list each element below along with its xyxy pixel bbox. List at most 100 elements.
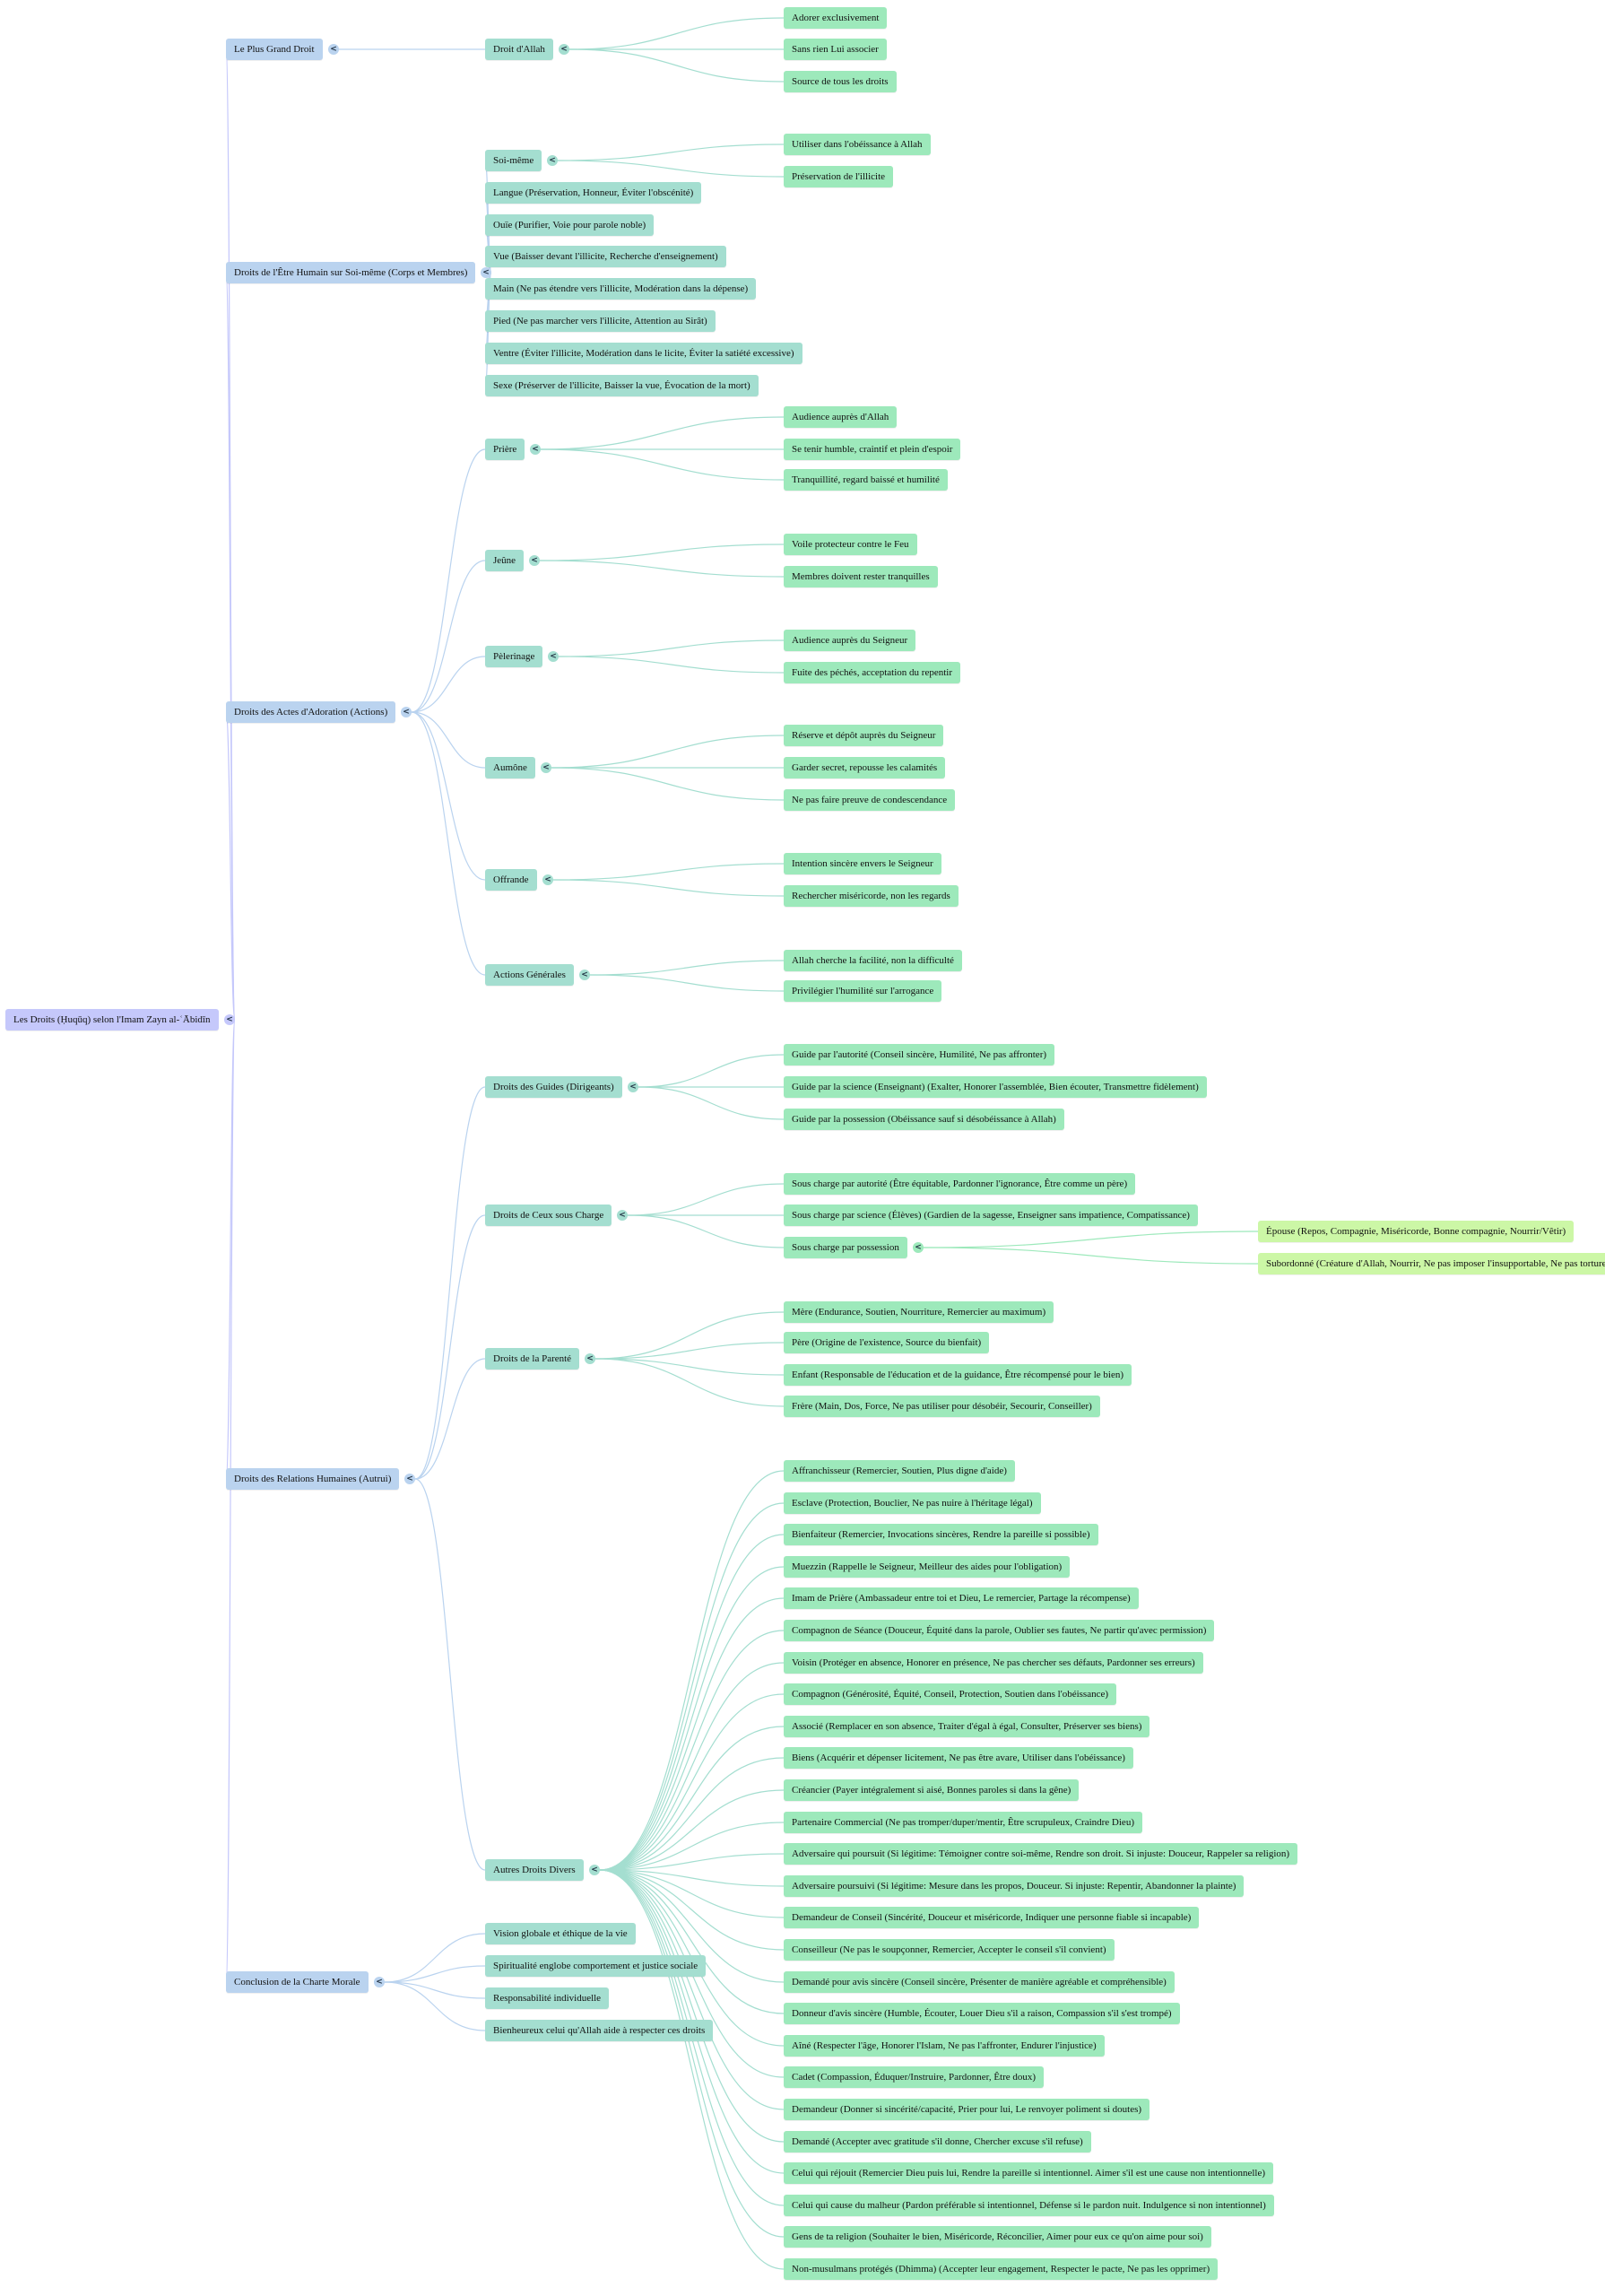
node-vue-baisser-devant-l-illicite-recherche-[interactable]: Vue (Baisser devant l'illicite, Recherch… xyxy=(485,246,726,267)
node-sexe-preserver-de-l-illicite-baisser-la-[interactable]: Sexe (Préserver de l'illicite, Baisser l… xyxy=(485,375,759,396)
node-allah-cherche-la-facilite-non-la-difficu[interactable]: Allah cherche la facilité, non la diffic… xyxy=(784,950,962,971)
node-utiliser-dans-l-obeissance-a-allah[interactable]: Utiliser dans l'obéissance à Allah xyxy=(784,134,931,155)
node-conclusion-de-la-charte-morale[interactable]: Conclusion de la Charte Morale xyxy=(226,1971,369,1993)
node-autres-droits-divers[interactable]: Autres Droits Divers xyxy=(485,1859,584,1881)
node-donneur-d-avis-sincere-humble-ecouter-lo[interactable]: Donneur d'avis sincère (Humble, Écouter,… xyxy=(784,2003,1180,2024)
collapse-toggle-chevron-left-icon[interactable]: < xyxy=(585,1353,595,1364)
node-sous-charge-par-autorite-etre-equitable-[interactable]: Sous charge par autorité (Être équitable… xyxy=(784,1173,1136,1195)
node-conseilleur-ne-pas-le-soupconner-remerci[interactable]: Conseilleur (Ne pas le soupçonner, Remer… xyxy=(784,1939,1115,1961)
node-epouse-repos-compagnie-misericorde-bonne[interactable]: Épouse (Repos, Compagnie, Miséricorde, B… xyxy=(1258,1221,1575,1242)
collapse-toggle-chevron-left-icon[interactable]: < xyxy=(224,1014,235,1025)
node-voile-protecteur-contre-le-feu[interactable]: Voile protecteur contre le Feu xyxy=(784,534,917,555)
node-muezzin-rappelle-le-seigneur-meilleur-de[interactable]: Muezzin (Rappelle le Seigneur, Meilleur … xyxy=(784,1556,1071,1578)
collapse-toggle-chevron-left-icon[interactable]: < xyxy=(548,651,559,662)
node-preservation-de-l-illicite[interactable]: Préservation de l'illicite xyxy=(784,166,894,187)
collapse-toggle-chevron-left-icon[interactable]: < xyxy=(579,970,590,980)
collapse-toggle-chevron-left-icon[interactable]: < xyxy=(542,874,553,885)
node-responsabilite-individuelle[interactable]: Responsabilité individuelle xyxy=(485,1987,610,2009)
collapse-toggle-chevron-left-icon[interactable]: < xyxy=(913,1242,924,1253)
collapse-toggle-chevron-left-icon[interactable]: < xyxy=(529,555,540,566)
node-fuite-des-peches-acceptation-du-repentir[interactable]: Fuite des péchés, acceptation du repenti… xyxy=(784,662,960,683)
node-subordonne-creature-d-allah-nourrir-ne-p[interactable]: Subordonné (Créature d'Allah, Nourrir, N… xyxy=(1258,1253,1605,1274)
node-droits-des-guides-dirigeants[interactable]: Droits des Guides (Dirigeants) xyxy=(485,1076,622,1098)
node-compagnon-de-seance-douceur-equite-dans-[interactable]: Compagnon de Séance (Douceur, Équité dan… xyxy=(784,1620,1215,1641)
node-celui-qui-cause-du-malheur-pardon-prefer[interactable]: Celui qui cause du malheur (Pardon préfé… xyxy=(784,2195,1274,2216)
node-non-musulmans-proteges-dhimma-accepter-l[interactable]: Non-musulmans protégés (Dhimma) (Accepte… xyxy=(784,2258,1219,2280)
root-node[interactable]: Les Droits (Ḥuqūq) selon l'Imam Zayn al-… xyxy=(5,1009,219,1031)
collapse-toggle-chevron-left-icon[interactable]: < xyxy=(481,267,491,278)
node-demande-pour-avis-sincere-conseil-sincer[interactable]: Demandé pour avis sincère (Conseil sincè… xyxy=(784,1971,1175,1993)
node-voisin-proteger-en-absence-honorer-en-pr[interactable]: Voisin (Protéger en absence, Honorer en … xyxy=(784,1652,1203,1674)
node-demandeur-de-conseil-sincerite-douceur-e[interactable]: Demandeur de Conseil (Sincérité, Douceur… xyxy=(784,1907,1200,1928)
node-sans-rien-lui-associer[interactable]: Sans rien Lui associer xyxy=(784,39,887,60)
node-adversaire-poursuivi-si-legitime-mesure-[interactable]: Adversaire poursuivi (Si légitime: Mesur… xyxy=(784,1875,1245,1897)
node-esclave-protection-bouclier-ne-pas-nuire[interactable]: Esclave (Protection, Bouclier, Ne pas nu… xyxy=(784,1492,1041,1514)
node-enfant-responsable-de-l-education-et-de-[interactable]: Enfant (Responsable de l'éducation et de… xyxy=(784,1364,1132,1386)
node-droits-de-l-etre-humain-sur-soi-meme-cor[interactable]: Droits de l'Être Humain sur Soi-même (Co… xyxy=(226,262,476,283)
node-rechercher-misericorde-non-les-regards[interactable]: Rechercher miséricorde, non les regards xyxy=(784,885,959,907)
node-droit-d-allah[interactable]: Droit d'Allah xyxy=(485,39,553,60)
collapse-toggle-chevron-left-icon[interactable]: < xyxy=(404,1474,415,1484)
node-droits-des-actes-d-adoration-actions[interactable]: Droits des Actes d'Adoration (Actions) xyxy=(226,701,396,723)
node-membres-doivent-rester-tranquilles[interactable]: Membres doivent rester tranquilles xyxy=(784,566,938,587)
node-reserve-et-depot-aupres-du-seigneur[interactable]: Réserve et dépôt auprès du Seigneur xyxy=(784,725,944,746)
collapse-toggle-chevron-left-icon[interactable]: < xyxy=(547,155,558,166)
node-imam-de-priere-ambassadeur-entre-toi-et-[interactable]: Imam de Prière (Ambassadeur entre toi et… xyxy=(784,1587,1139,1609)
node-bienfaiteur-remercier-invocations-sincer[interactable]: Bienfaiteur (Remercier, Invocations sinc… xyxy=(784,1524,1098,1545)
collapse-toggle-chevron-left-icon[interactable]: < xyxy=(589,1865,600,1875)
node-guide-par-l-autorite-conseil-sincere-hum[interactable]: Guide par l'autorité (Conseil sincère, H… xyxy=(784,1044,1055,1065)
node-soi-meme[interactable]: Soi-même xyxy=(485,150,542,171)
collapse-toggle-chevron-left-icon[interactable]: < xyxy=(559,44,569,55)
node-pied-ne-pas-marcher-vers-l-illicite-atte[interactable]: Pied (Ne pas marcher vers l'illicite, At… xyxy=(485,310,716,332)
node-guide-par-la-possession-obeissance-sauf-[interactable]: Guide par la possession (Obéissance sauf… xyxy=(784,1109,1064,1130)
node-vision-globale-et-ethique-de-la-vie[interactable]: Vision globale et éthique de la vie xyxy=(485,1923,636,1944)
node-audience-aupres-du-seigneur[interactable]: Audience auprès du Seigneur xyxy=(784,630,916,651)
node-adorer-exclusivement[interactable]: Adorer exclusivement xyxy=(784,7,888,29)
node-gens-de-ta-religion-souhaiter-le-bien-mi[interactable]: Gens de ta religion (Souhaiter le bien, … xyxy=(784,2226,1211,2248)
node-biens-acquerir-et-depenser-licitement-ne[interactable]: Biens (Acquérir et dépenser licitement, … xyxy=(784,1747,1133,1769)
node-spiritualite-englobe-comportement-et-jus[interactable]: Spiritualité englobe comportement et jus… xyxy=(485,1955,707,1977)
node-partenaire-commercial-ne-pas-tromper-dup[interactable]: Partenaire Commercial (Ne pas tromper/du… xyxy=(784,1812,1142,1833)
node-priere[interactable]: Prière xyxy=(485,439,525,460)
node-frere-main-dos-force-ne-pas-utiliser-pou[interactable]: Frère (Main, Dos, Force, Ne pas utiliser… xyxy=(784,1396,1100,1417)
node-bienheureux-celui-qu-allah-aide-a-respec[interactable]: Bienheureux celui qu'Allah aide à respec… xyxy=(485,2020,714,2041)
node-sous-charge-par-possession[interactable]: Sous charge par possession xyxy=(784,1237,907,1258)
node-ne-pas-faire-preuve-de-condescendance[interactable]: Ne pas faire preuve de condescendance xyxy=(784,789,956,811)
node-cadet-compassion-eduquer-instruire-pardo[interactable]: Cadet (Compassion, Éduquer/Instruire, Pa… xyxy=(784,2066,1045,2088)
node-tranquillite-regard-baisse-et-humilite[interactable]: Tranquillité, regard baissé et humilité xyxy=(784,469,948,491)
node-droits-de-ceux-sous-charge[interactable]: Droits de Ceux sous Charge xyxy=(485,1205,612,1226)
node-creancier-payer-integralement-si-aise-bo[interactable]: Créancier (Payer intégralement si aisé, … xyxy=(784,1779,1080,1801)
node-guide-par-la-science-enseignant-exalter-[interactable]: Guide par la science (Enseignant) (Exalt… xyxy=(784,1076,1207,1098)
node-droits-de-la-parente[interactable]: Droits de la Parenté xyxy=(485,1348,580,1370)
node-garder-secret-repousse-les-calamites[interactable]: Garder secret, repousse les calamités xyxy=(784,757,946,778)
node-sous-charge-par-science-eleves-gardien-d[interactable]: Sous charge par science (Élèves) (Gardie… xyxy=(784,1205,1198,1226)
collapse-toggle-chevron-left-icon[interactable]: < xyxy=(628,1082,638,1092)
node-droits-des-relations-humaines-autrui[interactable]: Droits des Relations Humaines (Autrui) xyxy=(226,1468,400,1490)
node-celui-qui-rejouit-remercier-dieu-puis-lu[interactable]: Celui qui réjouit (Remercier Dieu puis l… xyxy=(784,2162,1274,2184)
node-demandeur-donner-si-sincerite-capacite-p[interactable]: Demandeur (Donner si sincérité/capacité,… xyxy=(784,2099,1150,2120)
node-aumone[interactable]: Aumône xyxy=(485,757,535,778)
node-ouie-purifier-voie-pour-parole-noble[interactable]: Ouïe (Purifier, Voie pour parole noble) xyxy=(485,214,655,236)
node-demande-accepter-avec-gratitude-s-il-don[interactable]: Demandé (Accepter avec gratitude s'il do… xyxy=(784,2131,1091,2152)
node-adversaire-qui-poursuit-si-legitime-temo[interactable]: Adversaire qui poursuit (Si légitime: Té… xyxy=(784,1843,1298,1865)
collapse-toggle-chevron-left-icon[interactable]: < xyxy=(374,1977,385,1987)
collapse-toggle-chevron-left-icon[interactable]: < xyxy=(541,762,551,773)
collapse-toggle-chevron-left-icon[interactable]: < xyxy=(328,44,339,55)
node-audience-aupres-d-allah[interactable]: Audience auprès d'Allah xyxy=(784,406,898,428)
node-actions-generales[interactable]: Actions Générales xyxy=(485,964,574,986)
node-source-de-tous-les-droits[interactable]: Source de tous les droits xyxy=(784,71,897,92)
node-le-plus-grand-droit[interactable]: Le Plus Grand Droit xyxy=(226,39,323,60)
node-intention-sincere-envers-le-seigneur[interactable]: Intention sincère envers le Seigneur xyxy=(784,853,941,874)
node-associe-remplacer-en-son-absence-traiter[interactable]: Associé (Remplacer en son absence, Trait… xyxy=(784,1716,1150,1737)
node-compagnon-generosite-equite-conseil-prot[interactable]: Compagnon (Générosité, Équité, Conseil, … xyxy=(784,1683,1116,1705)
node-pere-origine-de-l-existence-source-du-bi[interactable]: Père (Origine de l'existence, Source du … xyxy=(784,1332,990,1353)
node-jeune[interactable]: Jeûne xyxy=(485,550,525,571)
node-aine-respecter-l-age-honorer-l-islam-ne-[interactable]: Aîné (Respecter l'âge, Honorer l'Islam, … xyxy=(784,2035,1105,2057)
collapse-toggle-chevron-left-icon[interactable]: < xyxy=(530,444,541,455)
collapse-toggle-chevron-left-icon[interactable]: < xyxy=(617,1210,628,1221)
node-mere-endurance-soutien-nourriture-remerc[interactable]: Mère (Endurance, Soutien, Nourriture, Re… xyxy=(784,1301,1054,1323)
collapse-toggle-chevron-left-icon[interactable]: < xyxy=(401,707,412,718)
node-offrande[interactable]: Offrande xyxy=(485,869,537,891)
node-se-tenir-humble-craintif-et-plein-d-espo[interactable]: Se tenir humble, craintif et plein d'esp… xyxy=(784,439,961,460)
node-affranchisseur-remercier-soutien-plus-di[interactable]: Affranchisseur (Remercier, Soutien, Plus… xyxy=(784,1460,1015,1482)
